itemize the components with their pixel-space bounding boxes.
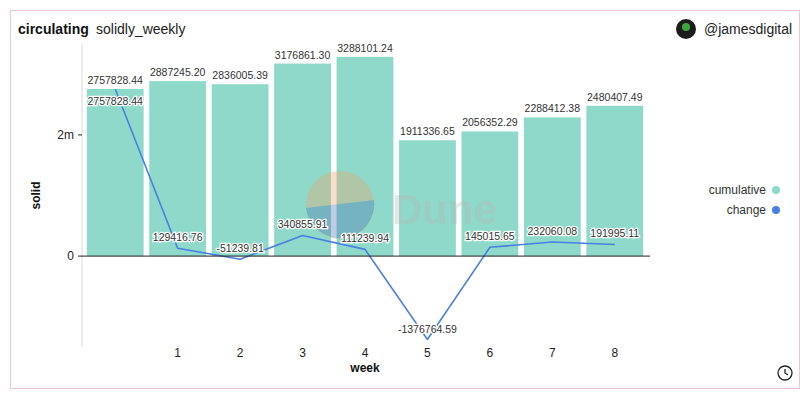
line-data-label: 129416.76 <box>153 231 203 243</box>
watermark: Dune <box>306 171 497 239</box>
line-data-label: -51239.81 <box>216 242 263 254</box>
subtitle: solidly_weekly <box>96 21 185 37</box>
bar <box>524 117 581 256</box>
x-tick-label: 2 <box>237 346 244 360</box>
legend-label: change <box>727 203 767 217</box>
legend: cumulative change <box>709 183 780 217</box>
bar <box>212 84 269 256</box>
line-data-label: 191995.11 <box>590 227 639 239</box>
x-tick-label: 1 <box>174 346 181 360</box>
frame <box>11 11 800 389</box>
x-tick-label: 3 <box>299 346 306 360</box>
x-tick-label: 6 <box>487 346 494 360</box>
watermark-text: Dune <box>392 186 497 233</box>
title: circulating <box>18 21 89 37</box>
plot-marks <box>87 57 643 340</box>
line-data-label: 2757828.44 <box>87 95 143 107</box>
line <box>115 89 615 340</box>
data-labels: 2757828.44 2887245.20 2836005.39 3176861.30… <box>87 42 642 335</box>
clock-hands <box>785 369 788 375</box>
bar-data-label: 3288101.24 <box>337 42 393 54</box>
x-tick-label: 8 <box>611 346 618 360</box>
bar-data-label: 2836005.39 <box>212 69 268 81</box>
line-data-label: 111239.94 <box>341 232 389 244</box>
legend-swatch <box>772 186 780 194</box>
y-axis-line <box>82 44 83 347</box>
y-tick-label: 0 <box>67 249 74 263</box>
clock-icon <box>778 366 792 380</box>
bar <box>87 89 144 256</box>
bar <box>149 81 206 256</box>
y-tick <box>78 134 82 135</box>
line-data-label: 232060.08 <box>528 225 578 237</box>
avatar <box>676 19 696 39</box>
y-tick-label: 2m <box>57 128 74 142</box>
clock-face <box>778 366 792 380</box>
chart: circulatingsolidly_weekly@jamesdigital02… <box>0 0 808 397</box>
bar-data-label: 1911336.65 <box>400 125 455 137</box>
line-data-label: 145015.65 <box>465 230 515 242</box>
bar-data-label: 3176861.30 <box>275 49 331 61</box>
bar-data-label: 2056352.29 <box>462 116 518 128</box>
bar <box>586 106 643 256</box>
line-data-label: 340855.91 <box>278 218 328 230</box>
avatar-detail <box>682 23 690 31</box>
legend-swatch <box>772 206 780 214</box>
x-tick-label: 7 <box>549 346 556 360</box>
bar-data-label: 2887245.20 <box>150 66 206 78</box>
x-tick-label: 4 <box>362 346 369 360</box>
bar-data-label: 2480407.49 <box>587 91 643 103</box>
line-data-label: -1376764.59 <box>398 323 457 335</box>
x-tick-label: 5 <box>424 346 431 360</box>
zero-line <box>82 256 650 257</box>
y-tick <box>78 256 82 257</box>
legend-label: cumulative <box>709 183 767 197</box>
author: @jamesdigital <box>704 21 792 37</box>
y-axis-title: solid <box>29 181 43 209</box>
bar-data-label: 2288412.38 <box>525 102 581 114</box>
x-axis-title: week <box>349 361 380 375</box>
bar <box>274 64 331 257</box>
bar-data-label: 2757828.44 <box>87 74 143 86</box>
